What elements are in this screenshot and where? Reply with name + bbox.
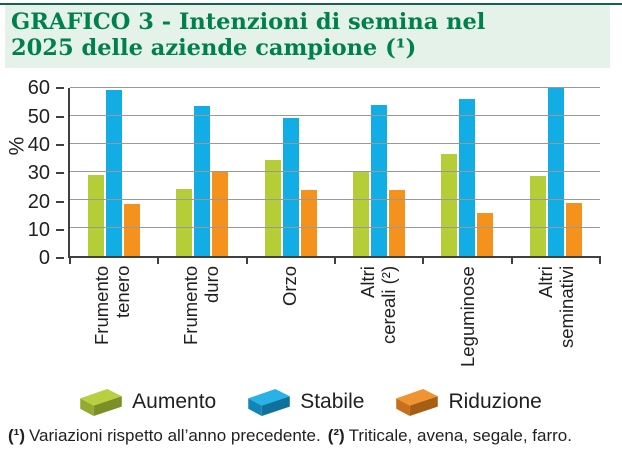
gridline-50: [70, 115, 600, 117]
bar-group-leguminose: [423, 88, 511, 257]
bar-groups: [70, 88, 600, 257]
bar-stabile-frumento-duro: [194, 106, 211, 257]
category-label-orzo: Orzo: [279, 266, 301, 307]
bar-riduzione-frumento-tenero: [124, 204, 141, 257]
bar-riduzione-orzo: [300, 190, 317, 257]
bar-stabile-orzo: [282, 117, 299, 257]
x-label-cell: Frumento duro: [157, 266, 246, 382]
x-tick-mark: [510, 256, 513, 265]
bar-group-frumento-duro: [158, 88, 246, 257]
gridline-10: [70, 227, 600, 229]
bar-riduzione-frumento-duro: [212, 172, 229, 257]
y-tick-mark-50: [56, 115, 64, 118]
footnote-text-2: Triticale, avena, segale, farro.: [348, 426, 572, 446]
y-tick-label-50: 50: [27, 105, 50, 128]
gridline-40: [70, 143, 600, 145]
bar-stabile-altri-seminativi: [547, 88, 564, 257]
bar-stabile-leguminose: [459, 99, 476, 257]
bar-aumento-leguminose: [441, 154, 458, 257]
legend-label-riduzione: Riduzione: [448, 390, 542, 414]
y-axis: 0 10 20 30 40 50 60: [0, 78, 66, 268]
y-tick-mark-40: [56, 143, 64, 146]
y-tick-label-30: 30: [27, 162, 50, 185]
y-tick-mark-60: [56, 87, 64, 90]
y-tick-label-60: 60: [27, 77, 50, 100]
bar-group-orzo: [247, 88, 335, 257]
x-axis-labels: Frumento tenero Frumento duro Orzo Altri ce…: [68, 266, 600, 382]
y-tick-mark-10: [56, 228, 64, 231]
footnote-ref-1: (¹): [8, 426, 25, 446]
y-tick-label-40: 40: [27, 133, 50, 156]
title-band: GRAFICO 3 - Intenzioni di semina nel 202…: [5, 5, 610, 69]
x-label-cell: Leguminose: [423, 266, 512, 382]
x-label-cell: Altri cereali (²): [334, 266, 423, 382]
y-tick-label-10: 10: [27, 218, 50, 241]
page: GRAFICO 3 - Intenzioni di semina nel 202…: [0, 3, 622, 450]
legend-item-stabile: Stabile: [248, 388, 365, 416]
x-label-cell: Frumento tenero: [68, 266, 157, 382]
bar-group-altri-cereali: [335, 88, 423, 257]
y-tick-mark-20: [56, 200, 64, 203]
x-tick-mark: [157, 256, 160, 265]
bar-aumento-altri-cereali: [353, 172, 370, 257]
top-rule: [0, 3, 622, 5]
y-tick-label-0: 0: [38, 247, 50, 270]
legend-swatch-aumento-icon: [80, 388, 122, 416]
bar-aumento-altri-seminativi: [529, 176, 546, 257]
category-label-altri-seminativi: Altri seminativi: [534, 266, 577, 349]
bar-group-frumento-tenero: [70, 88, 158, 257]
plot-area: [68, 87, 601, 265]
category-label-frumento-duro: Frumento duro: [180, 266, 222, 346]
bar-aumento-orzo: [264, 159, 281, 257]
category-label-frumento-tenero: Frumento tenero: [91, 266, 134, 346]
category-label-altri-cereali: Altri cereali (²): [357, 266, 400, 345]
category-label-leguminose: Leguminose: [456, 266, 478, 368]
legend: Aumento Stabile Riduzione: [0, 384, 622, 420]
y-tick-mark-0: [56, 257, 64, 260]
y-tick-mark-30: [56, 172, 64, 175]
bar-stabile-altri-cereali: [371, 105, 388, 257]
bar-group-altri-seminativi: [512, 88, 600, 257]
legend-item-riduzione: Riduzione: [396, 388, 542, 416]
bar-aumento-frumento-duro: [176, 189, 193, 257]
legend-item-aumento: Aumento: [80, 388, 217, 416]
x-tick-mark: [245, 256, 248, 265]
bar-stabile-frumento-tenero: [106, 89, 123, 257]
gridline-20: [70, 199, 600, 201]
x-tick-mark: [422, 256, 425, 265]
x-tick-mark: [334, 256, 336, 265]
x-label-cell: Altri seminativi: [511, 266, 600, 382]
bar-riduzione-altri-cereali: [389, 190, 406, 257]
y-tick-label-20: 20: [27, 190, 50, 213]
footnote-text-1: Variazioni rispetto all’anno precedente.: [28, 426, 321, 446]
legend-swatch-riduzione-icon: [396, 388, 439, 416]
bar-aumento-frumento-tenero: [88, 175, 105, 257]
footnote: (¹) Variazioni rispetto all’anno preceden…: [8, 426, 614, 446]
footnote-ref-2: (²): [327, 426, 345, 446]
legend-swatch-stabile-icon: [248, 388, 290, 416]
gridline-30: [70, 171, 600, 173]
bar-riduzione-altri-seminativi: [565, 203, 582, 257]
x-tick-mark: [69, 256, 71, 265]
bar-chart: % 0 10 20 30 40 50 60 Frumento tenero Frumento …: [0, 78, 622, 382]
gridline-60: [70, 87, 600, 89]
x-tick-mark: [599, 256, 601, 265]
chart-title: GRAFICO 3 - Intenzioni di semina nel 202…: [11, 9, 486, 61]
bar-riduzione-leguminose: [477, 212, 494, 257]
legend-label-stabile: Stabile: [300, 390, 365, 414]
legend-label-aumento: Aumento: [132, 390, 217, 414]
x-label-cell: Orzo: [245, 266, 334, 382]
